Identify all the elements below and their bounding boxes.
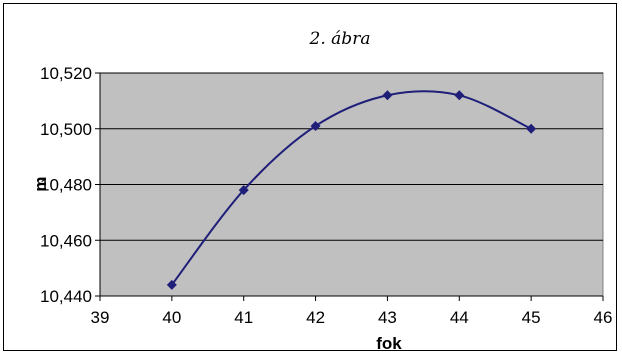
x-tick-label: 39 xyxy=(91,308,110,327)
x-tick-label: 45 xyxy=(522,308,541,327)
x-tick-label: 42 xyxy=(306,308,325,327)
y-tick-label: 10,500 xyxy=(40,120,92,139)
x-tick-label: 40 xyxy=(162,308,181,327)
data-point-marker xyxy=(526,123,537,134)
x-tick-label: 46 xyxy=(594,308,613,327)
y-axis-label: m xyxy=(31,176,50,191)
data-point-marker xyxy=(238,185,249,196)
y-tick-label: 10,440 xyxy=(40,287,92,306)
y-tick-labels: 10,440 10,460 10,480 10,500 10,520 xyxy=(40,64,92,306)
series-markers xyxy=(166,90,537,290)
x-tick-label: 44 xyxy=(450,308,469,327)
x-tick-label: 41 xyxy=(234,308,253,327)
gridlines xyxy=(100,72,603,241)
data-point-marker xyxy=(382,90,393,101)
x-axis-label: fok xyxy=(376,334,402,353)
axes xyxy=(95,72,604,301)
y-tick-label: 10,520 xyxy=(40,64,92,83)
y-tick-label: 10,480 xyxy=(40,176,92,195)
data-point-marker xyxy=(310,120,321,131)
chart-title: 2. ábra xyxy=(309,29,371,49)
x-tick-label: 43 xyxy=(378,308,397,327)
x-tick-labels: 39 40 41 42 43 44 45 46 xyxy=(91,308,613,327)
y-tick-label: 10,460 xyxy=(40,231,92,250)
data-point-marker xyxy=(166,279,177,290)
data-point-marker xyxy=(454,90,465,101)
